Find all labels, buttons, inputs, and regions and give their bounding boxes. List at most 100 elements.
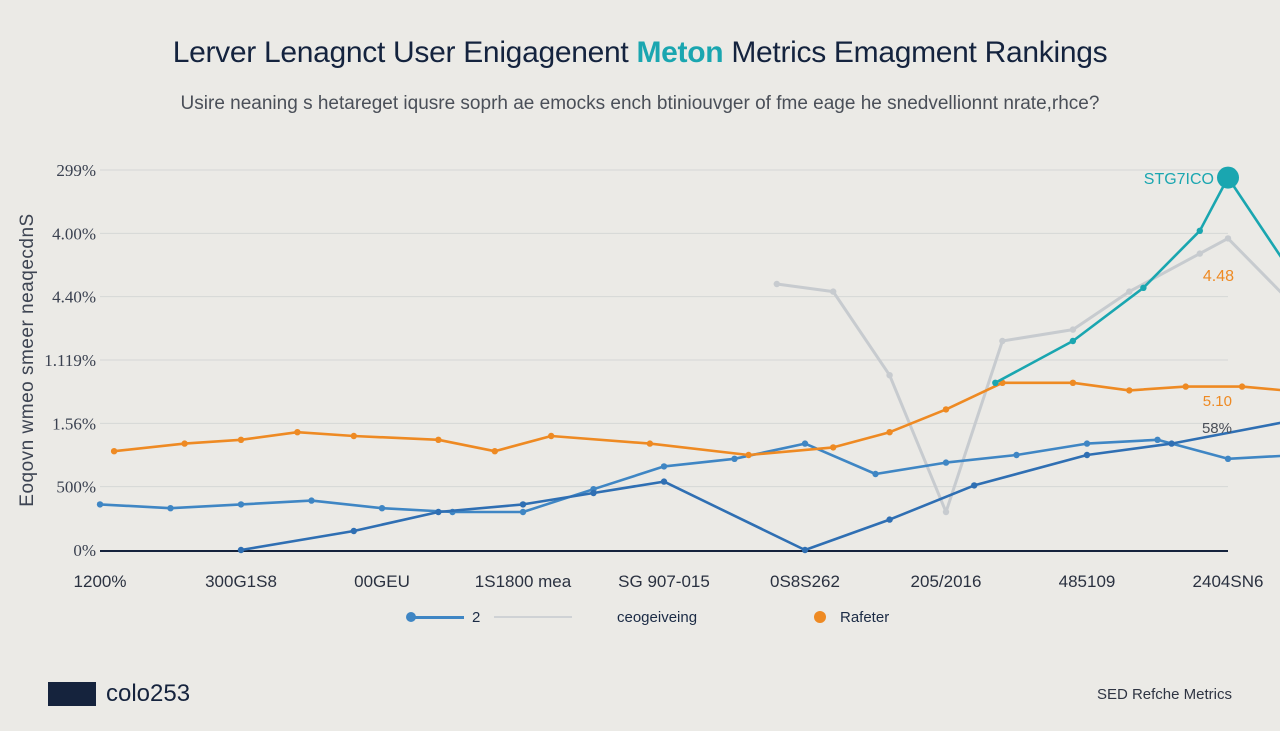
data-point-ceogeiveing xyxy=(801,546,809,554)
x-tick-label: 1200% xyxy=(74,572,127,591)
chart-subtitle: Usire neaning s hetareget iqusre soprh a… xyxy=(180,93,1100,114)
series-line-rafeter xyxy=(112,381,1280,457)
annotation-label: 5.10 xyxy=(1203,393,1232,410)
data-point-rafeter xyxy=(491,448,498,455)
chart-title: Lerver Lenagnct User Enigagenent Meton M… xyxy=(0,36,1280,70)
data-point-rafeter xyxy=(1126,387,1133,394)
data-point-2 xyxy=(237,501,245,508)
data-point-gray xyxy=(999,337,1006,345)
series-line-teal xyxy=(994,176,1280,385)
data-point-teal xyxy=(1069,337,1077,345)
data-point-gray xyxy=(1069,326,1077,333)
data-point-ceogeiveing xyxy=(1168,440,1175,447)
data-point-rafeter xyxy=(350,432,357,440)
y-tick-label: 4.40% xyxy=(52,288,96,307)
data-point-ceogeiveing xyxy=(435,508,442,516)
data-point-gray xyxy=(773,280,780,288)
annotation-label: 58% xyxy=(1202,420,1232,437)
x-tick-label: SG 907-015 xyxy=(618,572,710,591)
annotation-label: 4.48 xyxy=(1203,268,1234,285)
x-tick-label: 300G1S8 xyxy=(205,572,277,591)
legend-label-ceogeiveing: ceogeiveing xyxy=(617,608,698,626)
footer-source: SED Refche Metrics xyxy=(1096,686,1232,703)
x-tick-label: 485109 xyxy=(1059,572,1116,591)
x-tick-label: 0S8S262 xyxy=(770,572,840,591)
data-point-ceogeiveing xyxy=(519,501,527,508)
legend-swatch-orange xyxy=(814,611,826,623)
x-tick-label: 2404SN6 xyxy=(1193,572,1264,591)
data-point-2 xyxy=(308,497,315,504)
data-point-2 xyxy=(167,505,174,512)
data-point-rafeter xyxy=(830,444,837,451)
data-point-2 xyxy=(660,463,668,470)
data-point-ceogeiveing xyxy=(660,478,668,485)
data-point-gray xyxy=(1224,235,1232,242)
data-point-rafeter xyxy=(886,429,893,436)
data-point-2 xyxy=(96,501,104,508)
data-point-rafeter xyxy=(1238,383,1246,390)
footer-brand: colo253 xyxy=(106,680,191,707)
data-point-teal xyxy=(1217,166,1239,189)
data-point-2 xyxy=(1083,440,1091,447)
x-tick-label: 1S1800 mea xyxy=(475,572,572,591)
data-point-ceogeiveing xyxy=(1083,451,1091,459)
y-tick-label: 299% xyxy=(56,161,96,180)
series-line-2 xyxy=(98,438,1280,514)
data-point-rafeter xyxy=(110,448,118,455)
data-point-gray xyxy=(886,372,893,379)
title-part-2: Metrics Emagment Rankings xyxy=(731,36,1108,69)
x-tick-label: 205/2016 xyxy=(911,572,982,591)
title-accent: Meton xyxy=(636,36,732,69)
data-point-2 xyxy=(378,505,386,512)
data-point-rafeter xyxy=(548,432,555,440)
data-point-rafeter xyxy=(942,406,950,413)
data-point-2 xyxy=(731,455,738,462)
data-point-rafeter xyxy=(646,440,654,447)
data-point-ceogeiveing xyxy=(237,546,245,554)
data-point-rafeter xyxy=(181,440,188,447)
data-point-teal xyxy=(992,379,999,386)
annotation-label: STG7ICO xyxy=(1144,171,1214,188)
data-point-2 xyxy=(872,470,879,478)
data-point-gray xyxy=(942,508,950,516)
data-point-gray xyxy=(1196,250,1204,257)
data-point-gray xyxy=(830,288,837,295)
y-tick-label: 4.00% xyxy=(52,224,96,243)
legend-item-rafeter: Rafeter xyxy=(814,604,889,630)
data-point-2 xyxy=(1013,451,1020,459)
data-point-2 xyxy=(801,440,809,447)
data-point-rafeter xyxy=(745,451,752,459)
y-tick-label: 1.119% xyxy=(44,351,96,370)
legend-gray-line xyxy=(494,616,573,618)
legend-item-2: 2 xyxy=(406,604,573,630)
data-point-2 xyxy=(1154,436,1161,443)
y-tick-label: 0% xyxy=(73,541,96,560)
data-point-teal xyxy=(1140,284,1147,291)
legend-item-ceogeiveing: ceogeiveing xyxy=(617,604,697,630)
data-point-teal xyxy=(1196,227,1204,234)
legend-label-2: 2 xyxy=(472,608,481,626)
legend-swatch-blue xyxy=(406,611,464,622)
data-point-gray xyxy=(1126,288,1133,295)
y-tick-label: 500% xyxy=(56,478,96,497)
x-tick-label: 00GEU xyxy=(354,572,410,591)
data-point-2 xyxy=(1224,455,1232,462)
data-point-rafeter xyxy=(1069,379,1077,386)
data-point-2 xyxy=(519,508,527,516)
data-point-ceogeiveing xyxy=(350,527,357,535)
data-point-rafeter xyxy=(237,436,245,443)
y-tick-label: 1.56% xyxy=(52,414,96,433)
data-point-ceogeiveing xyxy=(971,482,978,489)
data-point-ceogeiveing xyxy=(590,489,597,497)
title-part-1: Lerver Lenagnct User Enigagenent xyxy=(172,36,629,69)
series-line-ceogeiveing xyxy=(239,421,1280,552)
data-point-rafeter xyxy=(1182,383,1189,390)
data-point-rafeter xyxy=(294,429,301,436)
data-point-2 xyxy=(942,459,950,466)
series-line-gray xyxy=(775,236,1280,514)
legend-label-rafeter: Rafeter xyxy=(840,608,890,626)
data-point-rafeter xyxy=(435,436,442,443)
brand-mark xyxy=(48,682,96,706)
data-point-ceogeiveing xyxy=(886,516,893,523)
